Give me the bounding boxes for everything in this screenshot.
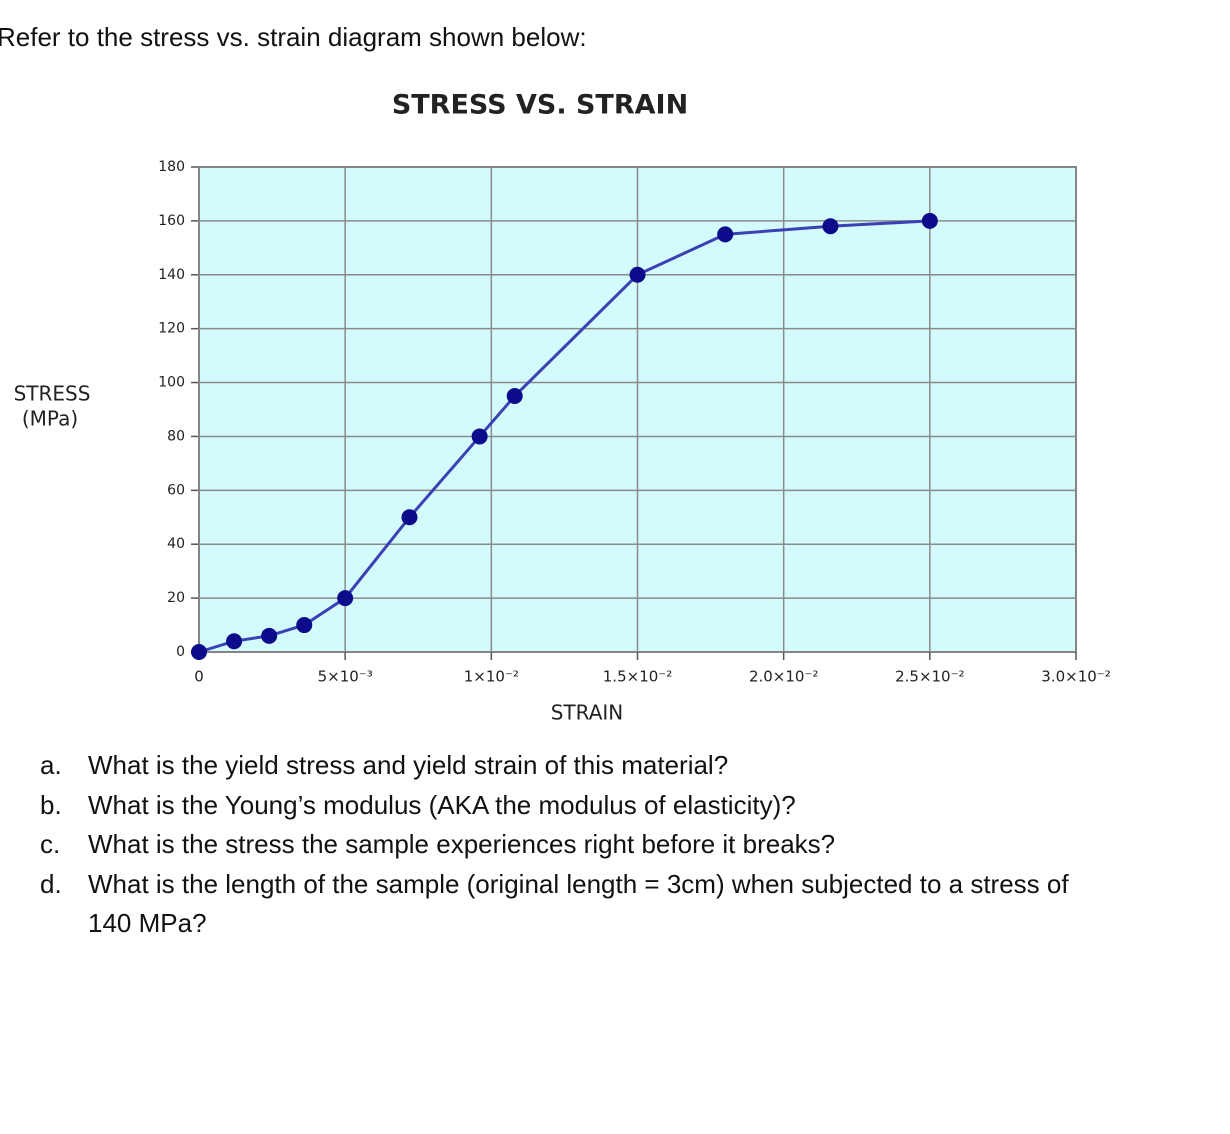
intro-text: Refer to the stress vs. strain diagram s… (0, 22, 587, 52)
data-point (506, 388, 523, 405)
chart: STRESS VS. STRAIN STRAIN STRESS (MPa) 0 2… (14, 90, 1111, 725)
question: a. What is the yield stress and yield str… (0, 746, 1110, 786)
question: c. What is the stress the sample experien… (0, 825, 1110, 865)
y-tick-label: 140 (158, 267, 185, 283)
question-marker: b. (40, 789, 62, 820)
y-tick-label: 100 (158, 375, 185, 391)
question-text: What is the stress the sample experience… (88, 829, 836, 859)
data-point (629, 266, 646, 283)
data-point (261, 627, 278, 644)
question-marker: c. (40, 829, 61, 859)
data-point (921, 212, 938, 229)
x-tick-label: 2.5×10⁻² (895, 668, 964, 686)
y-tick-label: 40 (167, 536, 185, 552)
question-text: What is the Young’s modulus (AKA the mod… (88, 789, 796, 820)
y-tick-label: 20 (167, 590, 185, 606)
x-tick-label: 5×10⁻³ (318, 668, 373, 686)
x-tick-label: 2.0×10⁻² (749, 668, 818, 686)
x-tick-label: 3.0×10⁻² (1041, 668, 1110, 686)
data-point (822, 218, 839, 235)
question: b. What is the Young’s modulus (AKA the m… (0, 786, 1110, 826)
x-tick-label: 1×10⁻² (464, 668, 519, 686)
y-tick-label: 80 (167, 428, 185, 444)
chart-title: STRESS VS. STRAIN (392, 90, 688, 121)
y-tick-label: 120 (158, 321, 185, 337)
x-axis-label: STRAIN (551, 701, 624, 725)
question-marker: d. (40, 868, 62, 899)
data-point (296, 617, 313, 634)
data-point (471, 428, 488, 445)
data-point (401, 509, 418, 526)
question-marker: a. (40, 750, 62, 780)
y-tick-label: 160 (158, 213, 185, 229)
data-point (337, 590, 354, 607)
y-axis-label: STRESS (14, 382, 91, 406)
data-point (717, 226, 734, 243)
questions: a. What is the yield stress and yield str… (0, 746, 1110, 944)
y-axis-label: (MPa) (22, 407, 78, 431)
question: d. What is the length of the sample (orig… (0, 865, 1110, 944)
data-point (226, 633, 243, 650)
question-text: What is the yield stress and yield strai… (88, 750, 729, 780)
y-tick-label: 0 (176, 644, 185, 660)
x-tick-label: 1.5×10⁻² (603, 668, 672, 686)
question-text: What is the length of the sample (origin… (88, 868, 1069, 939)
data-point (191, 644, 207, 660)
y-tick-label: 60 (167, 482, 185, 498)
y-tick-label: 180 (158, 159, 185, 175)
x-tick-label: 0 (194, 668, 204, 686)
